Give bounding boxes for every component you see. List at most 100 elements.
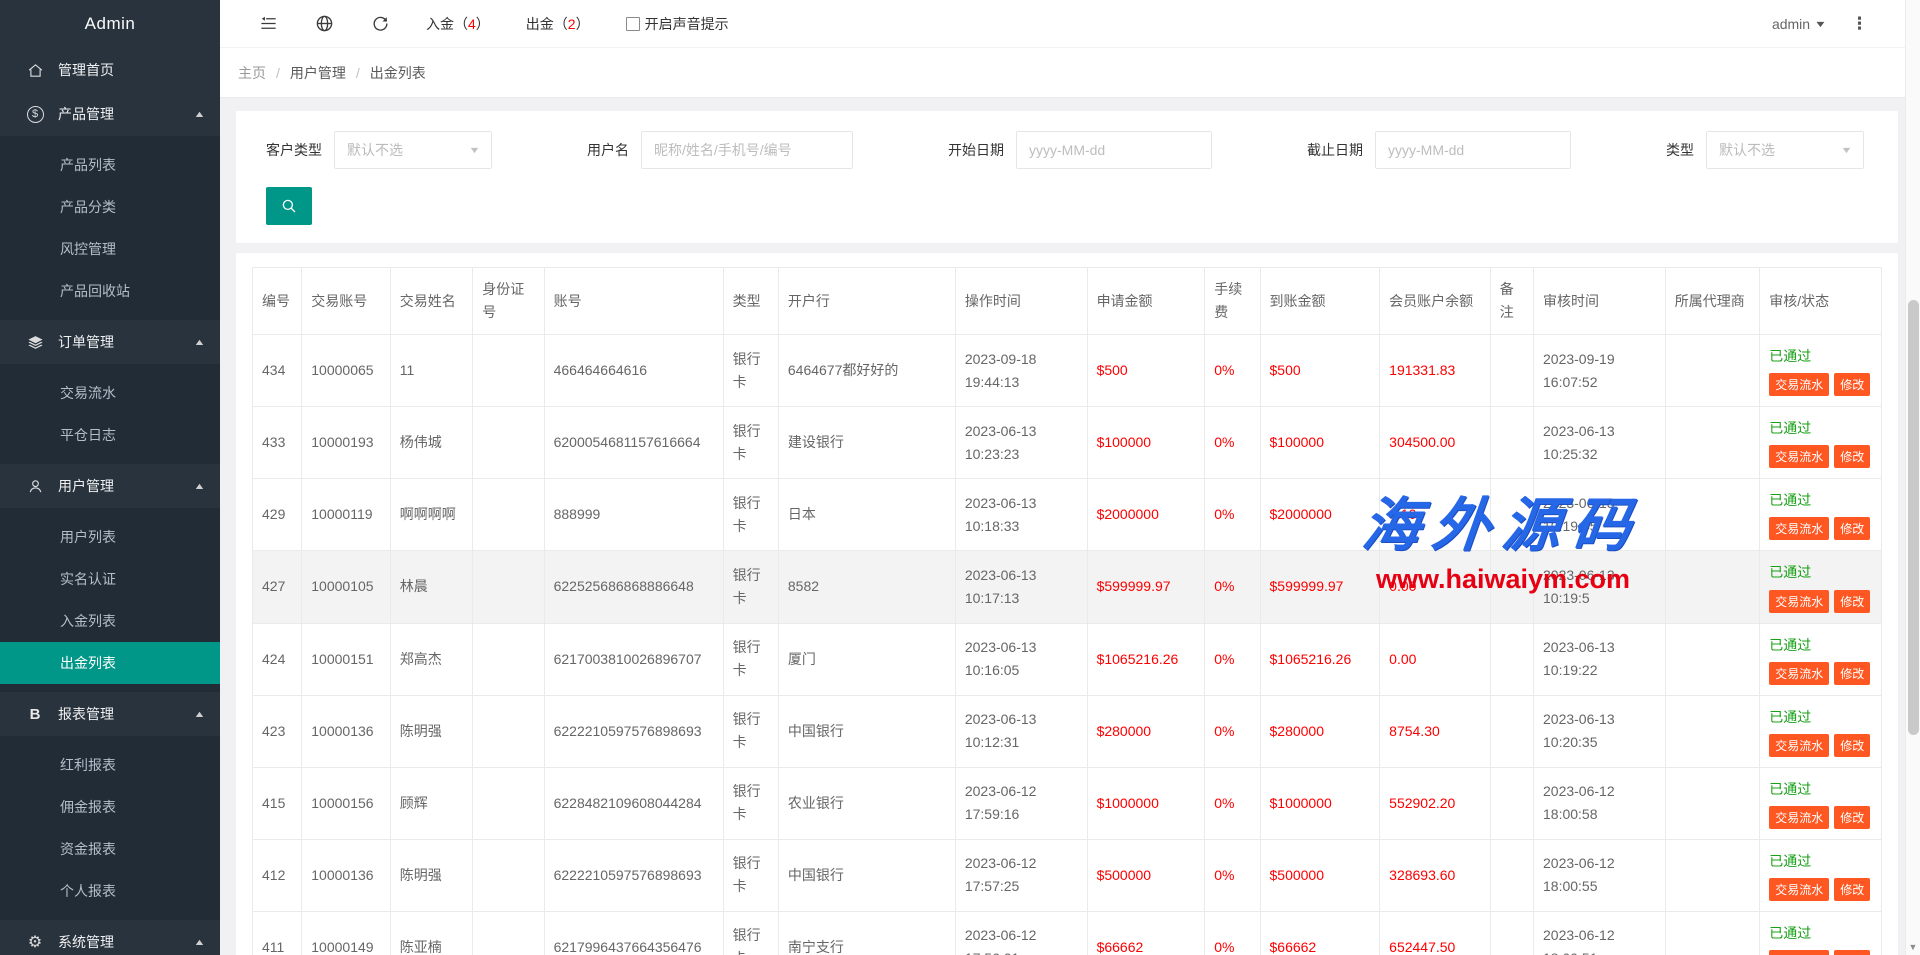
- column-header: 申请金额: [1086, 266, 1206, 336]
- flow-button[interactable]: 交易流水: [1769, 805, 1830, 829]
- type-select[interactable]: 默认不选 ▼: [1706, 131, 1864, 169]
- chevron-up-icon: ▲: [193, 481, 206, 491]
- sidebar-section-reports[interactable]: B 报表管理 ▲: [0, 692, 220, 736]
- sidebar-item-home[interactable]: 管理首页: [0, 48, 220, 92]
- cell-audit_time: 2023-06-12 18:00:58: [1533, 766, 1666, 840]
- sidebar-item-commission-report[interactable]: 佣金报表: [60, 799, 116, 815]
- cell-type: 银行卡: [722, 838, 779, 912]
- edit-button[interactable]: 修改: [1834, 805, 1871, 829]
- edit-button[interactable]: 修改: [1834, 950, 1871, 955]
- username-input[interactable]: [641, 131, 853, 169]
- cell-status: 已通过交易流水修改: [1759, 550, 1882, 624]
- cell-amount: $1065216.26: [1086, 622, 1206, 696]
- cell-bank: 厦门: [777, 622, 956, 696]
- cell-bank: 建设银行: [777, 406, 956, 480]
- edit-button[interactable]: 修改: [1834, 661, 1871, 685]
- sidebar-item-bonus-report[interactable]: 红利报表: [60, 757, 116, 773]
- customer-type-select[interactable]: 默认不选 ▼: [334, 131, 492, 169]
- cell-balance: 652447.50: [1379, 910, 1491, 955]
- cell-balance: 552902.20: [1379, 766, 1491, 840]
- sidebar-section-products[interactable]: $ 产品管理 ▲: [0, 92, 220, 136]
- cell-card_no: 6217003810026896707: [543, 622, 724, 696]
- sidebar-item-product-recycle[interactable]: 产品回收站: [60, 283, 130, 299]
- cell-card_no: 466464664616: [543, 334, 724, 408]
- app-title: Admin: [84, 14, 136, 33]
- cell-fee: 0%: [1204, 910, 1261, 955]
- edit-button[interactable]: 修改: [1834, 373, 1871, 397]
- sound-alert-toggle[interactable]: 开启声音提示: [625, 14, 729, 34]
- edit-button[interactable]: 修改: [1834, 517, 1871, 541]
- sidebar: Admin 管理首页 $ 产品管理 ▲ 产品列表产品分类风控管理产品回收站订单管理 ▲ 交易…: [0, 0, 220, 955]
- sidebar-item-product-list[interactable]: 产品列表: [60, 157, 116, 173]
- cell-bank: 南宁支行: [777, 910, 956, 955]
- flow-button[interactable]: 交易流水: [1769, 661, 1830, 685]
- cell-fee: 0%: [1204, 334, 1261, 408]
- edit-button[interactable]: 修改: [1834, 445, 1871, 469]
- scrollbar-thumb[interactable]: [1908, 300, 1919, 735]
- start-date-input[interactable]: [1016, 131, 1212, 169]
- column-header: 交易账号: [301, 266, 391, 336]
- home-icon: [26, 61, 44, 79]
- breadcrumb-home[interactable]: 主页: [238, 64, 266, 81]
- flow-button[interactable]: 交易流水: [1769, 445, 1830, 469]
- row-actions: 交易流水修改: [1769, 589, 1872, 613]
- more-options-icon[interactable]: ⋮: [1851, 13, 1868, 33]
- cell-note: [1489, 622, 1535, 696]
- search-button[interactable]: [266, 187, 312, 225]
- sidebar-item-close-log[interactable]: 平仓日志: [60, 427, 116, 443]
- table-row: 423 10000136 陈明强 6222210597576898693 银行卡 中国银行…: [251, 694, 1882, 768]
- cell-op_time: 2023-09-18 19:44:13: [954, 334, 1088, 408]
- cell-amount: $100000: [1086, 406, 1206, 480]
- sidebar-item-fund-report[interactable]: 资金报表: [60, 841, 116, 857]
- flow-button[interactable]: 交易流水: [1769, 950, 1830, 955]
- user-dropdown[interactable]: admin ▼: [1771, 15, 1828, 32]
- flow-button[interactable]: 交易流水: [1769, 517, 1830, 541]
- cell-id_card: [472, 406, 545, 480]
- refresh-icon[interactable]: [370, 14, 390, 34]
- sidebar-item-trade-flow[interactable]: 交易流水: [60, 385, 116, 401]
- sidebar-item-deposit-list[interactable]: 入金列表: [60, 613, 116, 629]
- sidebar-item-product-category[interactable]: 产品分类: [60, 199, 116, 215]
- cell-id_card: [472, 550, 545, 624]
- sidebar-item-personal-report[interactable]: 个人报表: [60, 883, 116, 899]
- cell-bank: 8582: [777, 550, 956, 624]
- sound-checkbox[interactable]: [625, 16, 640, 31]
- end-date-input[interactable]: [1375, 131, 1571, 169]
- cell-status: 已通过交易流水修改: [1759, 838, 1882, 912]
- breadcrumb-users[interactable]: 用户管理: [289, 64, 346, 81]
- sidebar-section-orders[interactable]: 订单管理 ▲: [0, 320, 220, 364]
- sidebar-item-user-list[interactable]: 用户列表: [60, 529, 116, 545]
- deposit-count-link[interactable]: 入金（4）: [426, 15, 490, 32]
- cell-agent: [1664, 550, 1761, 624]
- cell-fee: 0%: [1204, 406, 1261, 480]
- cell-status: 已通过交易流水修改: [1759, 478, 1882, 552]
- cell-type: 银行卡: [722, 910, 779, 955]
- filter-customer-type: 客户类型 默认不选 ▼: [266, 131, 492, 169]
- flow-button[interactable]: 交易流水: [1769, 373, 1830, 397]
- sidebar-section-users[interactable]: 用户管理 ▲: [0, 464, 220, 508]
- cell-id_card: [472, 838, 545, 912]
- cell-bank: 农业银行: [777, 766, 956, 840]
- chevron-up-icon: ▲: [193, 109, 206, 119]
- flow-button[interactable]: 交易流水: [1769, 589, 1830, 613]
- sidebar-label-system: 系统管理: [58, 934, 114, 950]
- sidebar-item-realname-auth[interactable]: 实名认证: [60, 571, 116, 587]
- sidebar-item-withdraw-list[interactable]: 出金列表: [0, 642, 220, 684]
- customer-type-value: 默认不选: [347, 142, 403, 158]
- withdraw-count-link[interactable]: 出金（2）: [525, 15, 590, 32]
- edit-button[interactable]: 修改: [1834, 589, 1871, 613]
- row-actions: 交易流水修改: [1769, 445, 1872, 469]
- cell-bank: 6464677都好好的: [777, 334, 956, 408]
- scrollbar-down-arrow[interactable]: ▼: [1908, 942, 1918, 952]
- edit-button[interactable]: 修改: [1834, 877, 1871, 901]
- sidebar-section-system[interactable]: ⚙ 系统管理 ▲: [0, 920, 220, 955]
- collapse-menu-icon[interactable]: [258, 14, 278, 34]
- withdraw-count: 2: [567, 15, 576, 32]
- globe-icon[interactable]: [314, 14, 334, 34]
- cell-received: $599999.97: [1259, 550, 1381, 624]
- flow-button[interactable]: 交易流水: [1769, 877, 1830, 901]
- edit-button[interactable]: 修改: [1834, 733, 1871, 757]
- cell-status: 已通过交易流水修改: [1759, 766, 1882, 840]
- sidebar-item-risk-control[interactable]: 风控管理: [60, 241, 116, 257]
- flow-button[interactable]: 交易流水: [1769, 733, 1830, 757]
